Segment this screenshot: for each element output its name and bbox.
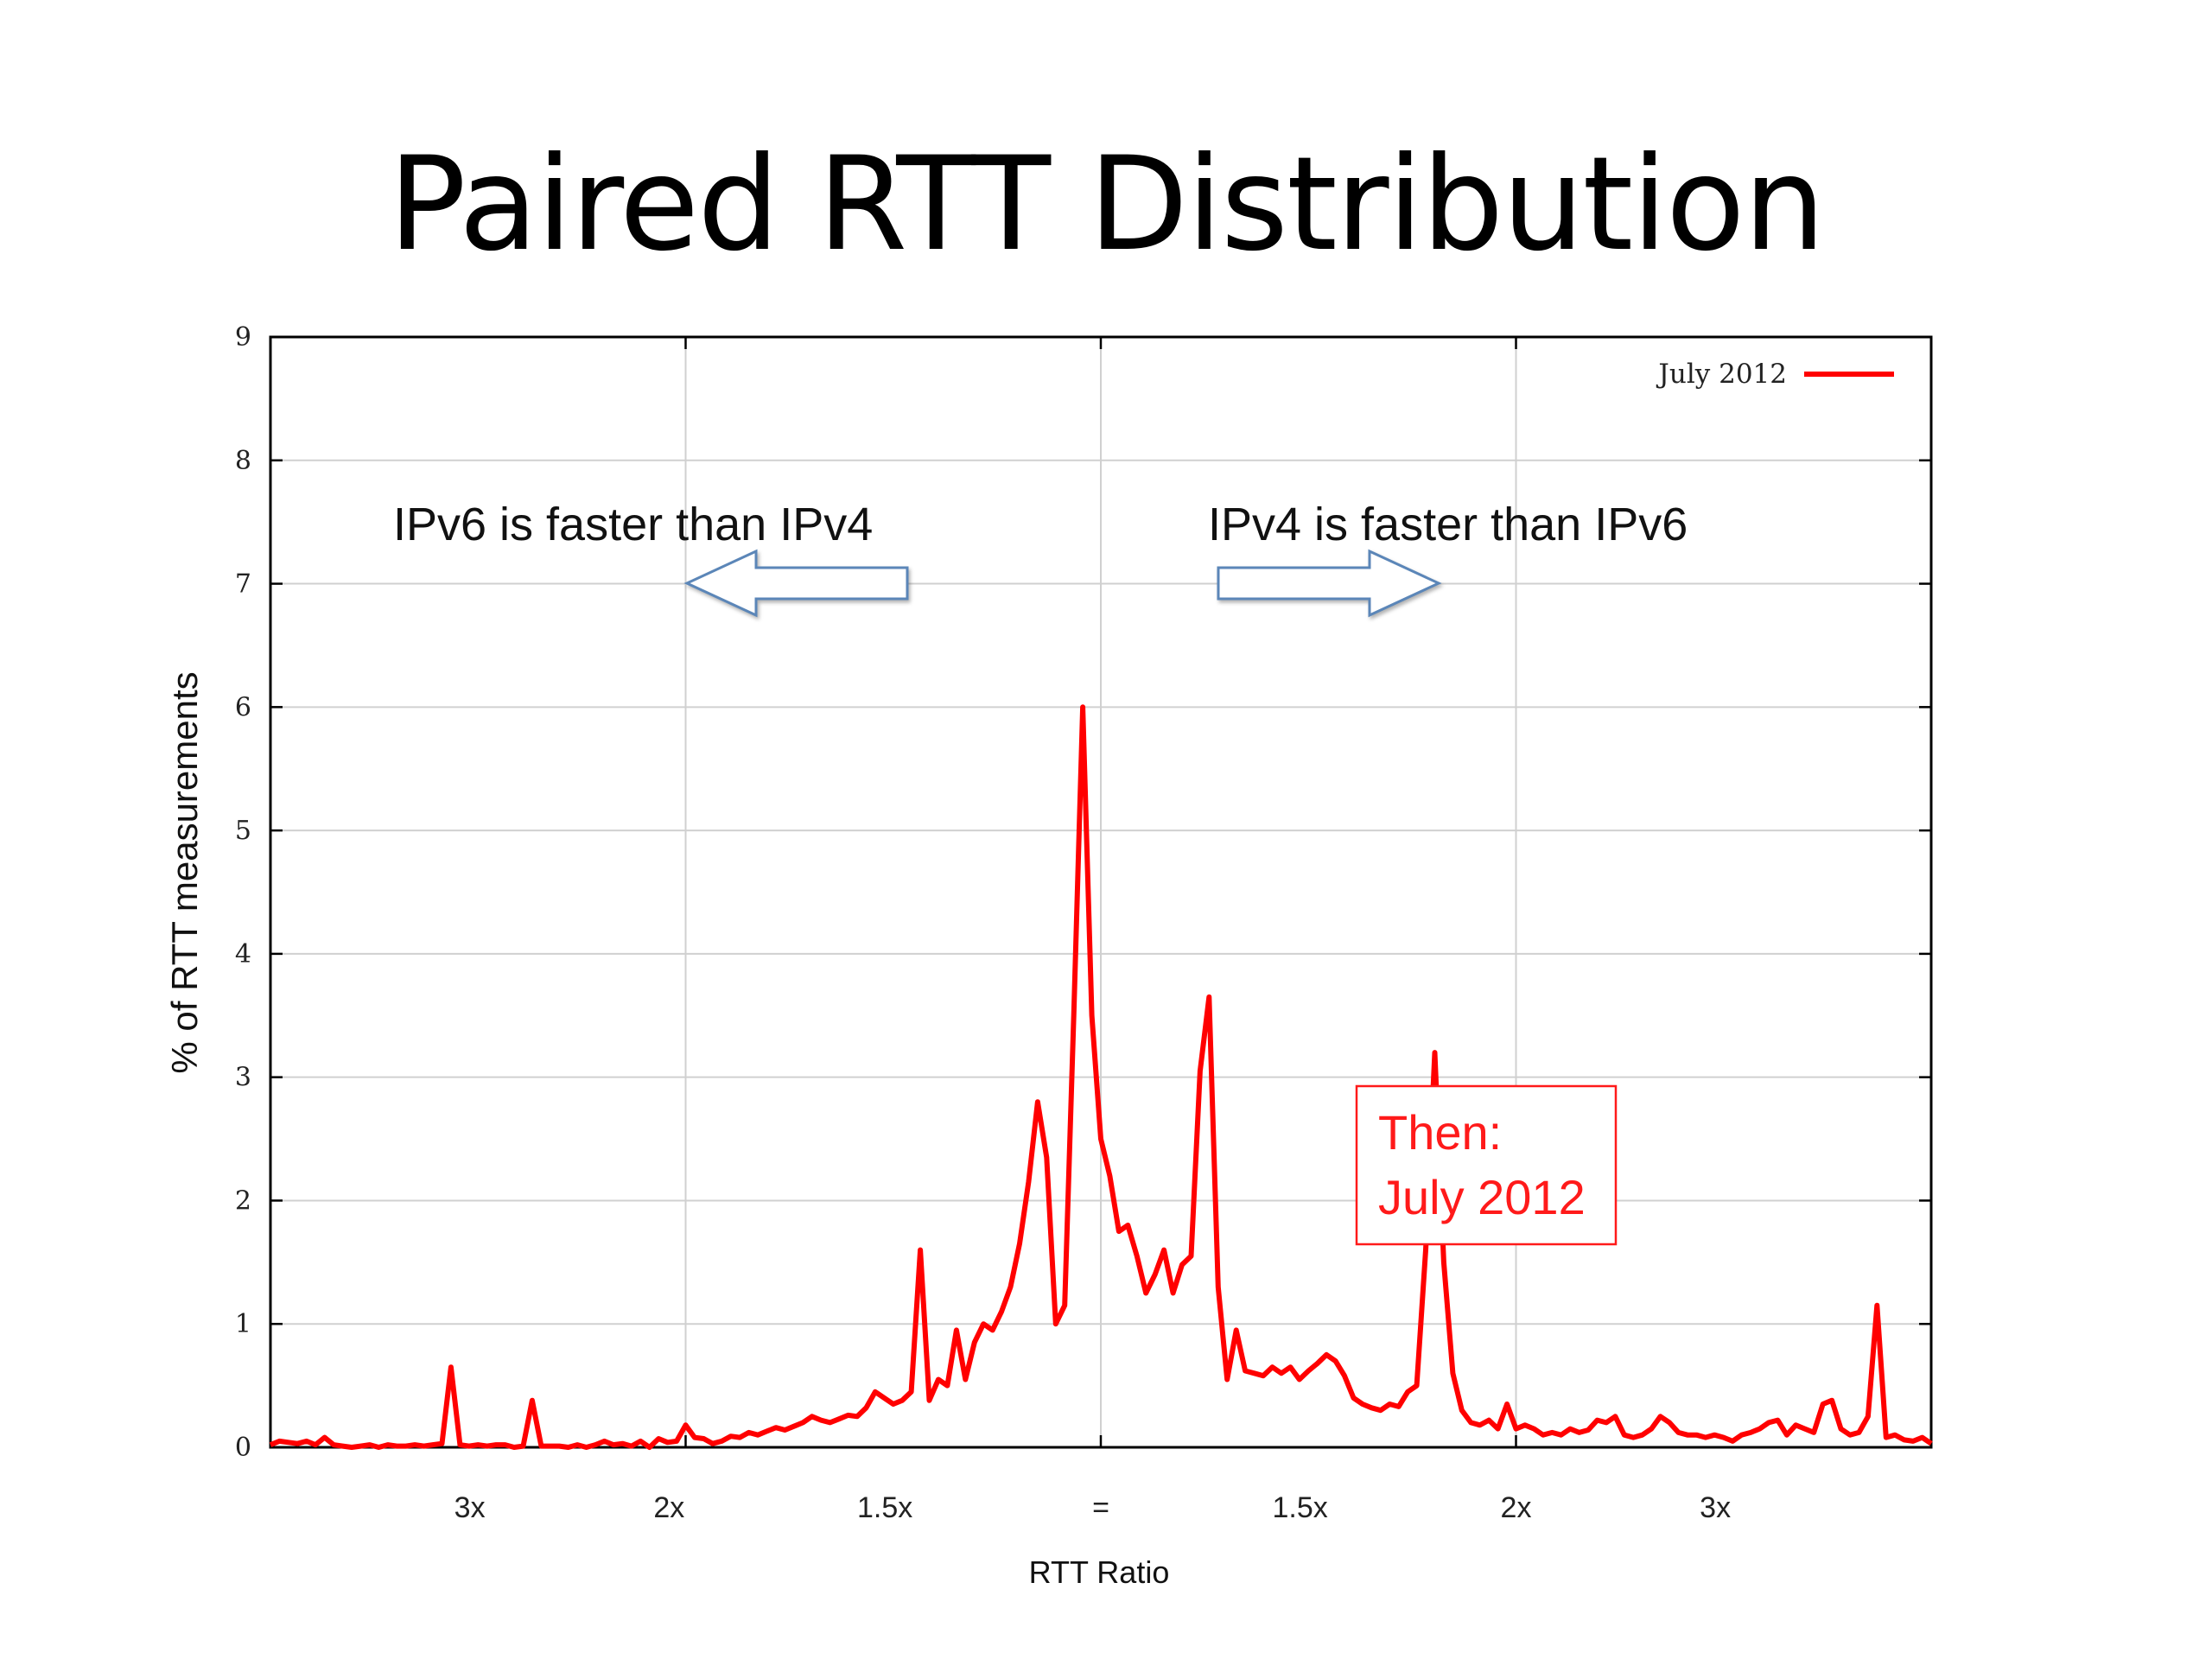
legend-label: July 2012 <box>1656 359 1787 390</box>
y-tick-label: 9 <box>235 322 251 353</box>
x-tick-label: 3x <box>1700 1491 1731 1524</box>
left-arrow-icon <box>683 549 909 618</box>
callout-box <box>1355 1084 1618 1246</box>
y-tick-label: 8 <box>235 446 251 476</box>
callout-line-2: July 2012 <box>1378 1170 1586 1224</box>
x-axis-label: RTT Ratio <box>1029 1554 1170 1590</box>
y-tick-label: 4 <box>235 939 251 969</box>
y-tick-label: 6 <box>235 692 251 722</box>
x-tick-label: 3x <box>454 1491 486 1524</box>
x-tick-label: = <box>1092 1491 1109 1524</box>
y-tick-label: 1 <box>235 1309 251 1339</box>
annotation-ipv6-faster: IPv6 is faster than IPv4 <box>393 499 873 550</box>
chart-grid <box>270 337 1931 1447</box>
y-axis-label: % of RTT measurements <box>164 671 205 1073</box>
callout-line-1: Then: <box>1378 1105 1502 1160</box>
x-tick-label: 2x <box>653 1491 684 1524</box>
y-tick-label: 2 <box>235 1185 251 1216</box>
y-axis-ticks: 0 1 2 3 4 5 6 7 8 9 <box>235 322 1931 1463</box>
y-tick-label: 3 <box>235 1063 251 1093</box>
right-arrow-icon <box>1217 549 1442 618</box>
x-tick-label: 1.5x <box>857 1491 912 1524</box>
y-tick-label: 0 <box>235 1433 251 1463</box>
y-tick-label: 5 <box>235 816 251 846</box>
y-tick-label: 7 <box>235 569 251 600</box>
x-tick-label: 1.5x <box>1273 1491 1328 1524</box>
x-axis-ticks: 3x 2x 1.5x = 1.5x 2x 3x <box>454 337 1731 1524</box>
series-line-july-2012 <box>269 704 1933 1450</box>
x-tick-label: 2x <box>1501 1491 1532 1524</box>
annotation-ipv4-faster: IPv4 is faster than IPv6 <box>1208 499 1688 550</box>
slide-title: Paired RTT Distribution <box>388 130 1826 280</box>
